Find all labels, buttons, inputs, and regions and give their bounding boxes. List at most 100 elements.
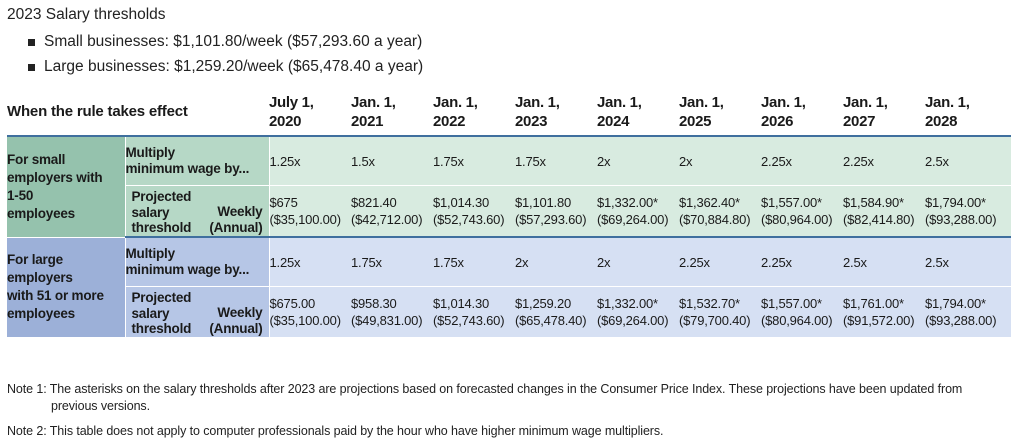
date-header: Jan. 1, 2023	[515, 88, 597, 137]
annual-value: ($52,743.60)	[433, 212, 505, 227]
weekly-value: $1,014.30	[433, 195, 490, 210]
threshold-cell: $1,584.90* ($82,414.80)	[843, 185, 925, 238]
bullet-small-businesses: Small businesses: $1,101.80/week ($57,29…	[28, 33, 422, 51]
label-line: Multiply	[125, 145, 176, 160]
employer-group-label: For small employers with 1-50 employees	[7, 136, 126, 238]
label-line: Jan. 1,	[597, 93, 642, 111]
projected-salary-threshold-label: Projected salary threshold	[132, 290, 192, 337]
multiplier-cell: 2x	[597, 136, 679, 186]
weekly-value: $1,332.00*	[597, 296, 658, 311]
bullet-large-businesses: Large businesses: $1,259.20/week ($65,47…	[28, 58, 423, 76]
threshold-cell: $1,557.00* ($80,964.00)	[761, 185, 843, 238]
annual-value: ($93,288.00)	[925, 313, 997, 328]
annual-value: ($69,264.00)	[597, 212, 669, 227]
label-line: salary	[131, 305, 170, 321]
weekly-value: $1,584.90*	[843, 195, 904, 210]
threshold-cell: $1,557.00* ($80,964.00)	[761, 286, 843, 337]
annual-value: ($52,743.60)	[433, 313, 505, 328]
weekly-value: $1,794.00*	[925, 296, 986, 311]
projected-label: Projected salary threshold Weekly (Annual)	[125, 185, 270, 238]
bullet-text: Large businesses: $1,259.20/week ($65,47…	[44, 58, 424, 75]
label-line: Jan. 1,	[761, 93, 806, 111]
label-line: July 1,	[269, 93, 314, 111]
annual-value: ($35,100.00)	[269, 212, 342, 227]
threshold-cell: $821.40 ($42,712.00)	[351, 185, 433, 238]
date-header: Jan. 1, 2028	[925, 88, 1011, 137]
threshold-cell: $1,362.40* ($70,884.80)	[679, 185, 761, 238]
bullet-square-icon	[28, 38, 35, 46]
multiply-label: Multiply minimum wage by...	[125, 237, 270, 287]
date-header: Jan. 1, 2025	[679, 88, 761, 137]
header-row: When the rule takes effect July 1, 2020 Jan…	[7, 88, 1011, 137]
multiplier-cell: 2.5x	[925, 136, 1011, 186]
threshold-cell: $675 ($35,100.00)	[269, 185, 351, 238]
multiplier-cell: 2.25x	[679, 237, 761, 287]
projected-label-wrap: Projected salary threshold Weekly (Annual)	[126, 287, 269, 337]
weekly-value: $675.00	[269, 296, 316, 311]
annual-value: ($69,264.00)	[597, 313, 669, 328]
page-title: 2023 Salary thresholds	[7, 6, 166, 23]
annual-value: ($49,831.00)	[351, 313, 423, 328]
label-line: Weekly	[217, 305, 263, 320]
label-line: For small	[7, 151, 66, 167]
multiplier-cell: 1.25x	[269, 136, 351, 186]
label-line: Jan. 1,	[515, 93, 560, 111]
multiplier-cell: 2.5x	[925, 237, 1011, 287]
label-line: 1-50	[7, 187, 34, 203]
multiply-label: Multiply minimum wage by...	[125, 136, 270, 186]
multiplier-cell: 1.75x	[351, 237, 433, 287]
multiplier-cell: 1.75x	[433, 237, 515, 287]
annual-value: ($35,100.00)	[269, 313, 342, 328]
label-line: threshold	[131, 321, 192, 336]
annual-value: ($93,288.00)	[925, 212, 997, 227]
label-line: employers	[7, 270, 73, 285]
annual-value: ($80,964.00)	[761, 313, 833, 328]
label-line: Jan. 1,	[433, 93, 478, 111]
projected-threshold-row: Projected salary threshold Weekly (Annual) $6…	[7, 185, 1011, 238]
threshold-cell: $1,532.70* ($79,700.40)	[679, 286, 761, 337]
annual-value: ($57,293.60)	[515, 212, 587, 227]
weekly-value: $1,761.00*	[843, 296, 904, 311]
projected-label-wrap: Projected salary threshold Weekly (Annual)	[126, 186, 269, 236]
note-1: Note 1: The asterisks on the salary thre…	[7, 381, 962, 415]
salary-threshold-table: When the rule takes effect July 1, 2020 Jan…	[7, 88, 1011, 338]
label-line: Projected	[131, 189, 192, 204]
threshold-cell: $1,332.00* ($69,264.00)	[597, 286, 679, 337]
employer-group-label: For large employers with 51 or more employe…	[7, 237, 126, 338]
weekly-value: $1,794.00*	[925, 195, 986, 210]
label-line: employees	[7, 306, 75, 321]
date-header: July 1, 2020	[269, 88, 351, 137]
multiplier-cell: 2x	[515, 237, 597, 287]
threshold-cell: $1,101.80 ($57,293.60)	[515, 185, 597, 238]
label-line: 2025	[679, 112, 712, 130]
label-line: employees	[7, 205, 75, 221]
annual-value: ($79,700.40)	[679, 313, 751, 328]
annual-value: ($82,414.80)	[843, 212, 915, 227]
label-line: employers with	[7, 169, 103, 185]
threshold-cell: $958.30 ($49,831.00)	[351, 286, 433, 337]
label-line: 2020	[269, 112, 302, 130]
weekly-value: $1,532.70*	[679, 296, 740, 311]
weekly-value: $1,332.00*	[597, 195, 658, 210]
weekly-value: $675	[269, 195, 298, 210]
label-line: For large	[7, 252, 63, 267]
label-line: (Annual)	[209, 320, 263, 336]
label-line: minimum wage by...	[125, 161, 250, 176]
date-header: Jan. 1, 2026	[761, 88, 843, 137]
weekly-value: $1,362.40*	[679, 195, 740, 210]
label-line: Jan. 1,	[843, 93, 888, 111]
multiplier-cell: 2x	[679, 136, 761, 186]
label-line: salary	[131, 204, 170, 220]
label-line: 2021	[351, 112, 384, 130]
label-line: 2026	[761, 112, 794, 130]
weekly-value: $1,101.80	[515, 195, 572, 210]
note-2: Note 2: This table does not apply to com…	[7, 424, 664, 438]
multiplier-cell: 1.25x	[269, 237, 351, 287]
note-1-line-2: previous versions.	[51, 399, 150, 413]
label-line: Jan. 1,	[679, 93, 724, 111]
weekly-value: $1,557.00*	[761, 296, 822, 311]
threshold-cell: $1,259.20 ($65,478.40)	[515, 286, 597, 337]
multiplier-cell: 2.25x	[761, 237, 843, 287]
weekly-annual-label: Weekly (Annual)	[209, 305, 262, 336]
label-line: 2023	[515, 112, 548, 130]
